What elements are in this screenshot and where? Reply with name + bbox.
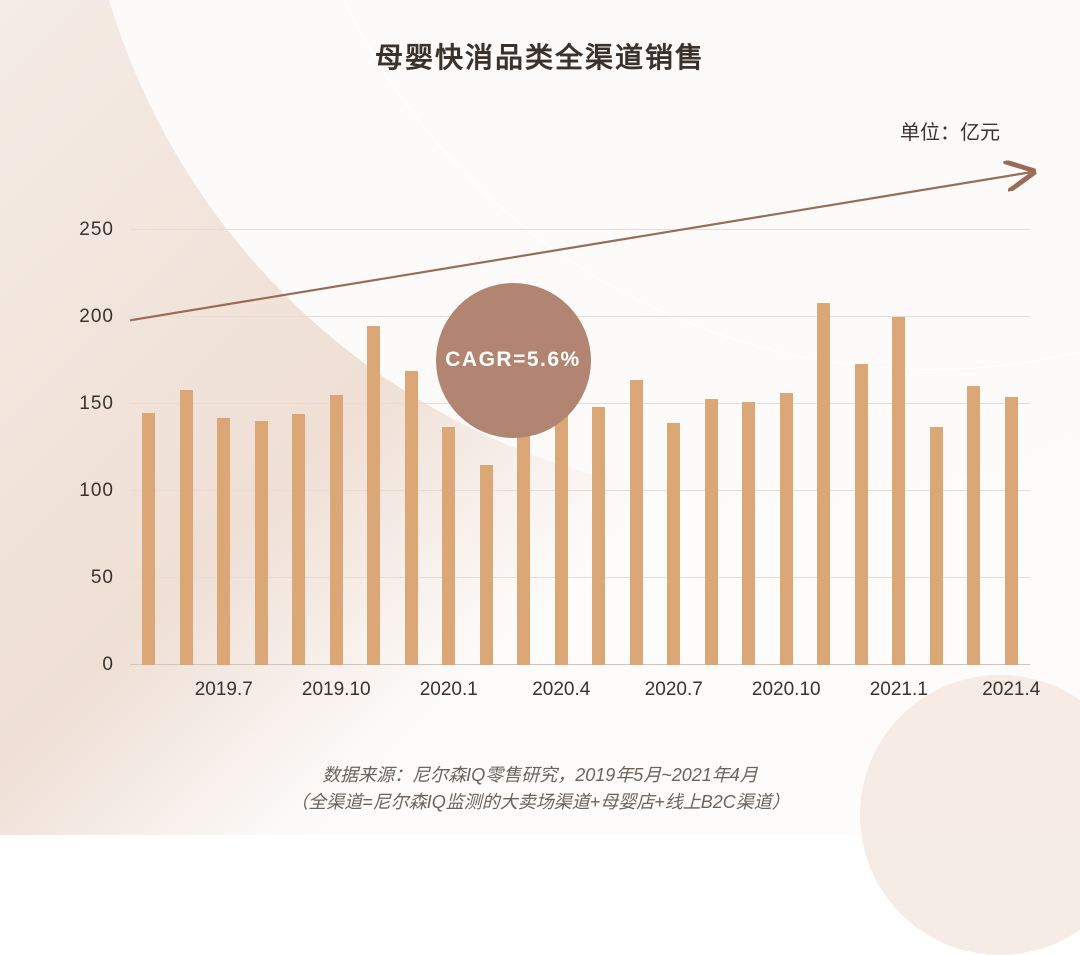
bar (405, 371, 418, 665)
x-tick-label: 2020.4 (532, 665, 590, 701)
source-footnote: 数据来源：尼尔森IQ零售研究，2019年5月~2021年4月 （全渠道=尼尔森I… (0, 762, 1080, 816)
bar (442, 427, 455, 665)
bar (630, 380, 643, 665)
bar (367, 326, 380, 665)
y-tick-label: 50 (91, 567, 130, 589)
y-tick-label: 0 (102, 654, 130, 676)
bar (480, 465, 493, 665)
x-tick-label: 2019.10 (302, 665, 371, 701)
bar (705, 399, 718, 665)
bar (742, 402, 755, 665)
cagr-label: CAGR=5.6% (445, 348, 580, 372)
bar (217, 418, 230, 665)
bar-chart: 0 50 100 150 200 250 2019.7 2019.10 2020.1 2020.4… (30, 190, 1040, 715)
x-tick-label: 2021.1 (870, 665, 928, 701)
x-tick-label: 2020.7 (645, 665, 703, 701)
y-tick-label: 150 (79, 393, 130, 415)
x-tick-label: 2020.1 (420, 665, 478, 701)
plot-area: 0501001502002502019.72019.102020.12020.4… (130, 195, 1030, 665)
footnote-line1: 数据来源：尼尔森IQ零售研究，2019年5月~2021年4月 (0, 762, 1080, 789)
x-tick-label: 2020.10 (752, 665, 821, 701)
bar (1005, 397, 1018, 665)
bar (892, 317, 905, 665)
y-tick-label: 200 (79, 306, 130, 328)
bar (667, 423, 680, 665)
bar (780, 393, 793, 665)
bar (855, 364, 868, 665)
footnote-line2: （全渠道=尼尔森IQ监测的大卖场渠道+母婴店+线上B2C渠道） (0, 789, 1080, 816)
bar (180, 390, 193, 665)
y-tick-label: 100 (79, 480, 130, 502)
bar (142, 413, 155, 665)
grid-line (130, 229, 1030, 230)
x-tick-label: 2021.4 (982, 665, 1040, 701)
bar (555, 400, 568, 665)
chart-title: 母婴快消品类全渠道销售 (0, 36, 1080, 76)
x-tick-label: 2019.7 (195, 665, 253, 701)
bar (817, 303, 830, 665)
unit-label: 单位：亿元 (900, 116, 1000, 145)
bar (255, 421, 268, 665)
bar (330, 395, 343, 665)
bar (930, 427, 943, 665)
bar (292, 414, 305, 665)
bar (592, 407, 605, 665)
y-tick-label: 250 (79, 219, 130, 241)
bar (967, 386, 980, 665)
cagr-badge: CAGR=5.6% (436, 283, 591, 438)
